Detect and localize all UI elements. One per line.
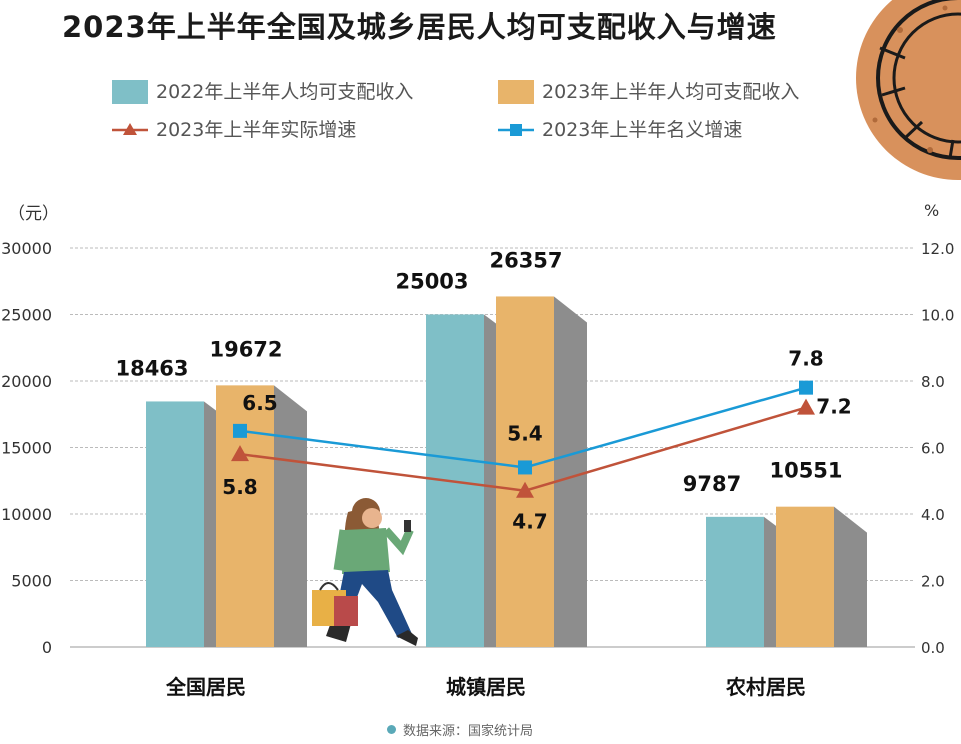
y-tick-label: 15000 (1, 439, 52, 458)
bar-side-2022 (204, 401, 216, 647)
bar-2023 (776, 506, 834, 647)
data-label-nominal: 5.4 (507, 421, 542, 445)
x-category-label: 农村居民 (725, 675, 806, 699)
bar-side-2023 (274, 385, 307, 647)
bar-2022 (146, 401, 204, 647)
bar-value-label-2022: 9787 (683, 472, 741, 496)
y-tick-label: 5000 (11, 572, 52, 591)
legend-label-2023: 2023年上半年人均可支配收入 (542, 81, 800, 103)
y2-tick-label: 12.0 (921, 240, 954, 258)
legend-label-2022: 2022年上半年人均可支配收入 (156, 81, 414, 103)
marker-real (797, 398, 815, 415)
y2-tick-label: 0.0 (921, 639, 945, 657)
y-tick-label: 0 (42, 638, 52, 657)
legend-swatch-2023 (498, 80, 534, 104)
marker-nominal (799, 380, 813, 395)
shopping-woman-illustration (312, 498, 418, 646)
left-axis-unit: （元） (8, 204, 59, 224)
bar-value-label-2023: 26357 (489, 248, 562, 272)
data-label-real: 4.7 (512, 510, 547, 534)
bar-side-2022 (484, 314, 496, 647)
right-axis-unit: % (924, 201, 940, 220)
chart-title: 2023年上半年全国及城乡居民人均可支配收入与增速 (62, 10, 777, 44)
bar-value-label-2023: 19672 (209, 337, 282, 361)
y2-tick-label: 8.0 (921, 373, 945, 391)
data-label-real: 5.8 (222, 475, 257, 499)
bar-value-label-2023: 10551 (769, 459, 842, 483)
y-tick-label: 30000 (1, 239, 52, 258)
y-tick-label: 10000 (1, 505, 52, 524)
bar-side-2023 (554, 296, 587, 647)
source-dot-icon (387, 725, 396, 734)
y-tick-label: 25000 (1, 306, 52, 325)
y2-tick-label: 2.0 (921, 573, 945, 591)
marker-nominal (233, 423, 247, 438)
legend-label-nominal: 2023年上半年名义增速 (542, 119, 743, 141)
y2-tick-label: 4.0 (921, 506, 945, 524)
source-text: 数据来源：国家统计局 (403, 724, 534, 739)
marker-nominal (518, 460, 532, 475)
marker-real (231, 445, 249, 462)
legend-label-real: 2023年上半年实际增速 (156, 119, 357, 141)
source-note: 数据来源：国家统计局 (387, 720, 533, 739)
marker-real (516, 481, 534, 498)
bar-side-2022 (764, 516, 776, 647)
y-tick-label: 20000 (1, 372, 52, 391)
bar-side-2023 (834, 506, 867, 647)
bar-value-label-2022: 25003 (395, 269, 468, 293)
data-label-nominal: 7.8 (788, 347, 823, 371)
bar-2022 (706, 516, 764, 647)
legend-triangle-line-icon (112, 123, 148, 135)
data-label-nominal: 6.5 (242, 391, 277, 415)
bar-value-label-2022: 18463 (115, 356, 188, 380)
data-label-real: 7.2 (816, 395, 851, 419)
legend-square-line-icon (498, 124, 534, 136)
x-category-label: 全国居民 (165, 675, 246, 699)
legend-swatch-2022 (112, 80, 148, 104)
coin-icon (856, 0, 961, 180)
y2-tick-label: 6.0 (921, 440, 945, 458)
y2-tick-label: 10.0 (921, 307, 954, 325)
x-category-label: 城镇居民 (446, 675, 526, 699)
